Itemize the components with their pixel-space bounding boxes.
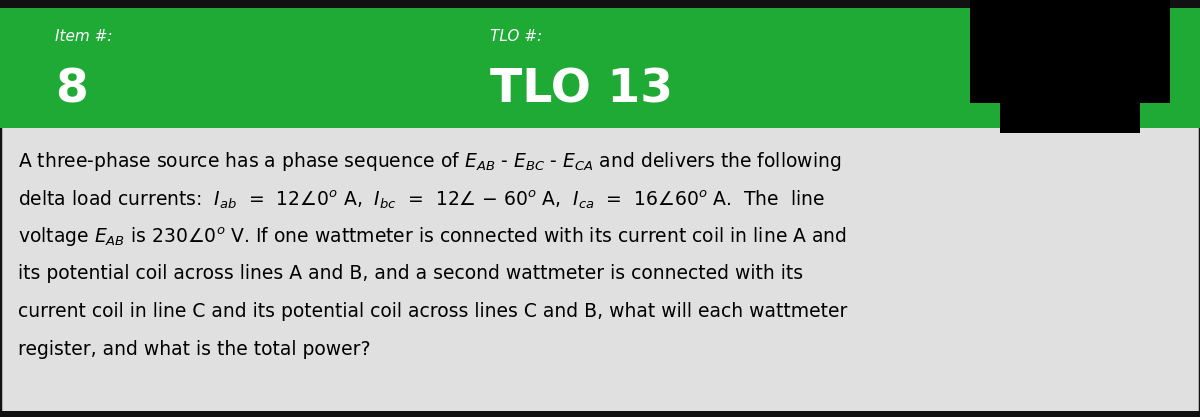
Text: delta load currents:  $I_{ab}$  =  12$\angle$0$^o$ A,  $I_{bc}$  =  12$\angle$ $: delta load currents: $I_{ab}$ = 12$\angl… xyxy=(18,188,826,211)
Text: current coil in line C and its potential coil across lines C and B, what will ea: current coil in line C and its potential… xyxy=(18,302,847,321)
Text: TLO #:: TLO #: xyxy=(490,28,542,43)
Bar xyxy=(1000,103,1140,133)
Text: TLO 13: TLO 13 xyxy=(490,68,673,113)
Bar xyxy=(0,0,1200,8)
Bar xyxy=(0,8,1200,128)
Text: 8: 8 xyxy=(55,68,88,113)
Text: register, and what is the total power?: register, and what is the total power? xyxy=(18,340,371,359)
Text: voltage $E_{AB}$ is 230$\angle$0$^o$ V. If one wattmeter is connected with its c: voltage $E_{AB}$ is 230$\angle$0$^o$ V. … xyxy=(18,226,847,249)
Bar xyxy=(970,0,1170,103)
Text: Item #:: Item #: xyxy=(55,28,113,43)
Text: A three-phase source has a phase sequence of $E_{AB}$ - $E_{BC}$ - $E_{CA}$ and : A three-phase source has a phase sequenc… xyxy=(18,150,841,173)
Bar xyxy=(0,411,1200,417)
Text: its potential coil across lines A and B, and a second wattmeter is connected wit: its potential coil across lines A and B,… xyxy=(18,264,803,283)
